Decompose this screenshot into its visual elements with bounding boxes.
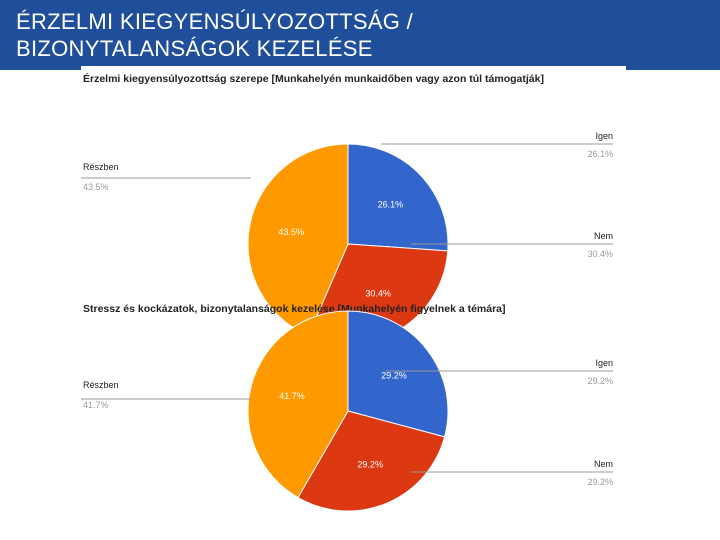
legend-label-nem-2: Nem (594, 459, 613, 469)
legend-label-nem-1: Nem (594, 231, 613, 241)
legend-label-reszben-2: Részben (83, 380, 119, 390)
slice-value-nem-2: 29.2% (357, 460, 383, 470)
pie-slice-nem-2 (297, 410, 446, 512)
slide-header: ÉRZELMI KIEGYENSÚLYOZOTTSÁG / BIZONYTALA… (0, 0, 720, 70)
pie-slice-reszben-2 (247, 310, 349, 499)
pie-chart-1: Érzelmi kiegyensúlyozottság szerepe [Mun… (81, 72, 613, 345)
legend-value-nem-1: 30.4% (587, 249, 613, 259)
pie-charts-svg: Érzelmi kiegyensúlyozottság szerepe [Mun… (81, 72, 613, 512)
legend-value-nem-2: 29.2% (587, 477, 613, 487)
slice-value-igen-1: 26.1% (378, 199, 404, 209)
legend-label-igen-1: Igen (595, 131, 613, 141)
slice-value-reszben-1: 43.5% (278, 227, 304, 237)
charts-panel: Érzelmi kiegyensúlyozottság szerepe [Mun… (81, 66, 626, 516)
legend-value-reszben-2: 41.7% (83, 400, 109, 410)
pie-slice-igen-1 (347, 143, 449, 252)
legend-value-igen-2: 29.2% (587, 376, 613, 386)
slide-title-line-2: BIZONYTALANSÁGOK KEZELÉSE (16, 36, 373, 61)
slice-value-nem-1: 30.4% (365, 289, 391, 299)
legend-value-reszben-1: 43.5% (83, 182, 109, 192)
slice-value-igen-2: 29.2% (381, 371, 407, 381)
slide-title-line-1: ÉRZELMI KIEGYENSÚLYOZOTTSÁG / (16, 9, 414, 34)
pie-slice-igen-2 (347, 310, 449, 438)
chart-title-2: Stressz és kockázatok, bizonytalanságok … (83, 303, 506, 315)
pie-slice-reszben-1 (247, 143, 349, 337)
chart-title-1: Érzelmi kiegyensúlyozottság szerepe [Mun… (83, 72, 544, 85)
legend-label-igen-2: Igen (595, 358, 613, 368)
slice-value-reszben-2: 41.7% (279, 391, 305, 401)
slide-title: ÉRZELMI KIEGYENSÚLYOZOTTSÁG / BIZONYTALA… (16, 8, 616, 62)
legend-value-igen-1: 26.1% (587, 149, 613, 159)
legend-label-reszben-1: Részben (83, 162, 119, 172)
pie-chart-2: Stressz és kockázatok, bizonytalanságok … (81, 303, 613, 512)
